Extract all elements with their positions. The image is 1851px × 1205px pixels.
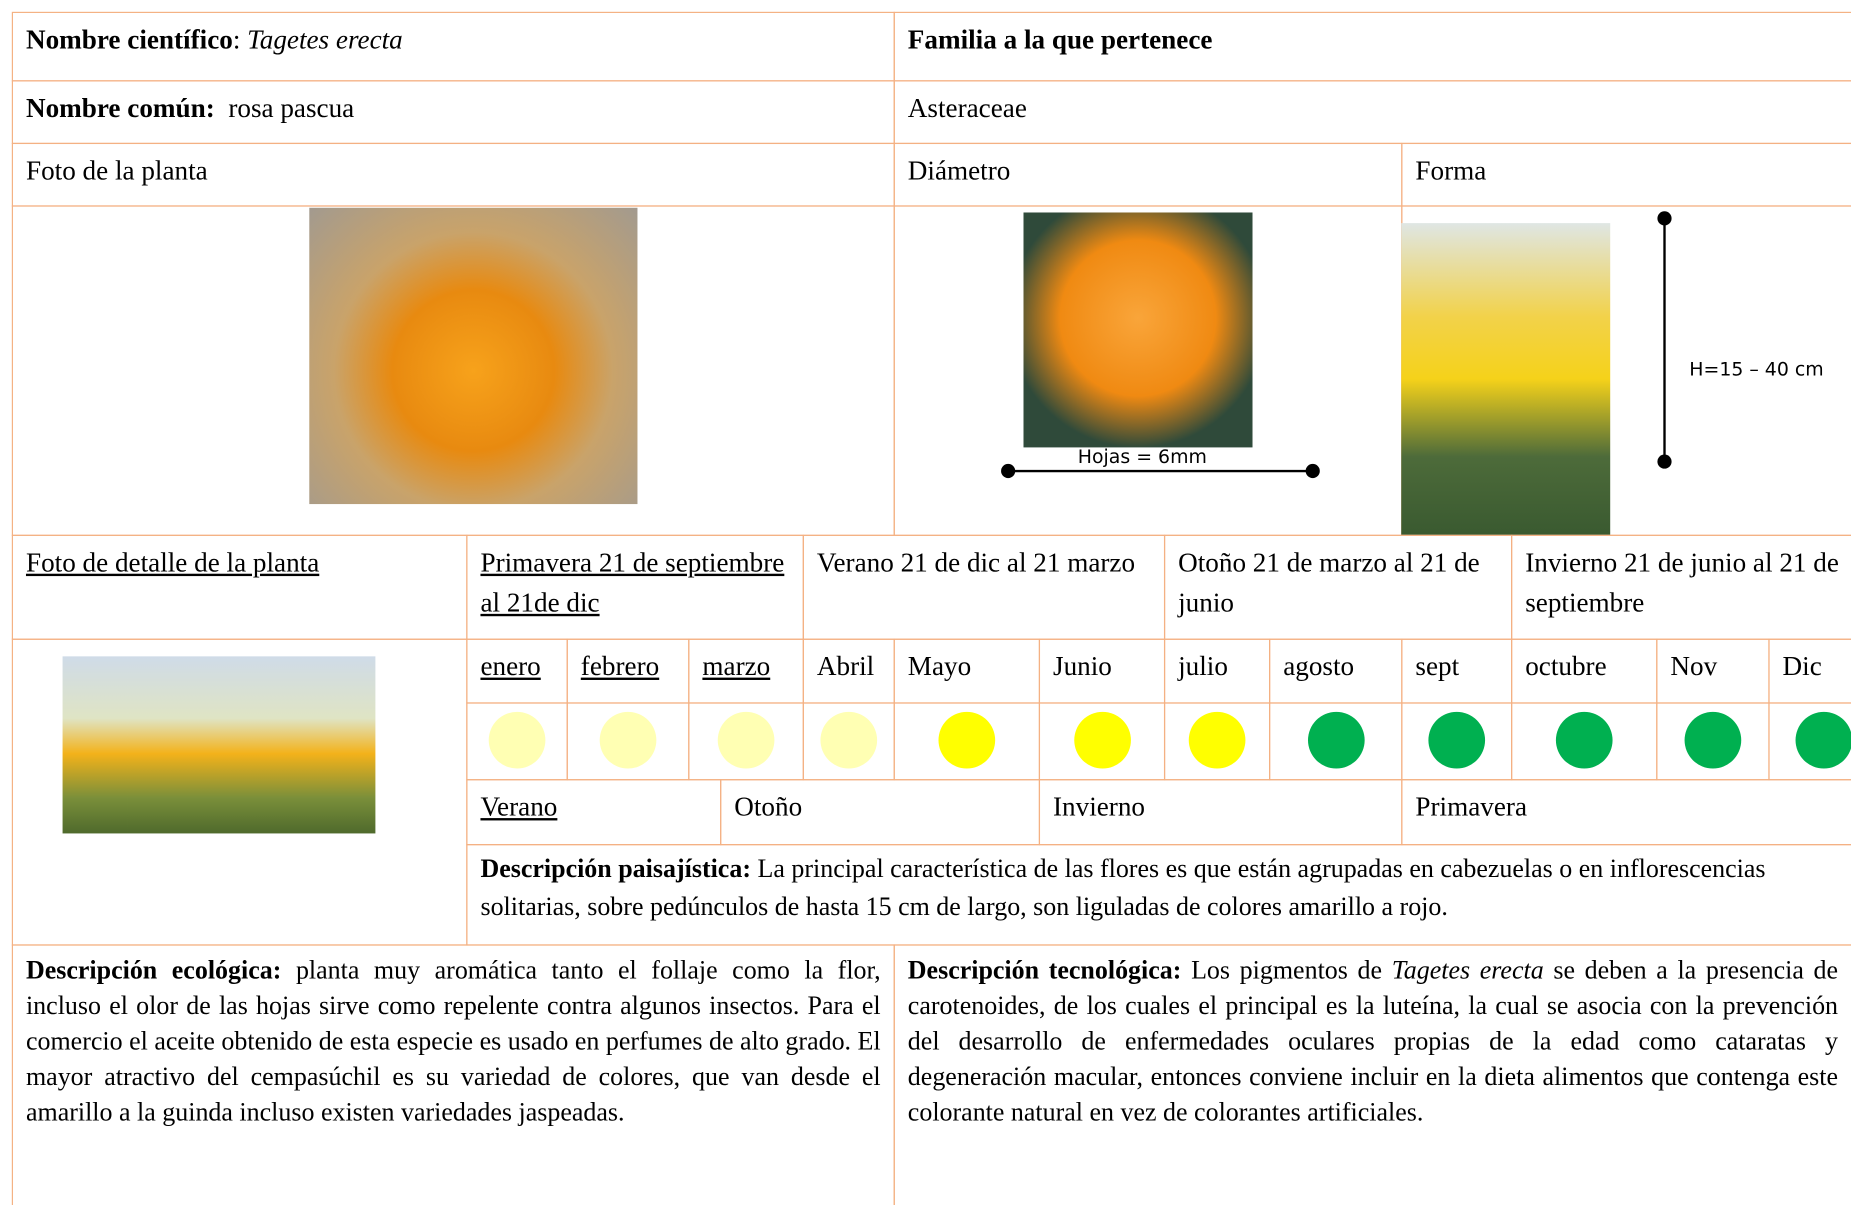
cell: Descripción paisajística: La principal c… (466, 844, 1851, 946)
month: Junio (1038, 638, 1166, 704)
status-dot (1555, 711, 1613, 769)
cell: Forma (1401, 142, 1851, 207)
label: Foto de la planta (25, 155, 208, 186)
flower-photo (1023, 212, 1253, 448)
value: Asteraceae (907, 93, 1027, 123)
status-dot (1073, 711, 1131, 769)
height-line (1657, 211, 1672, 469)
status-dot (717, 711, 775, 769)
label: Diámetro (907, 155, 1011, 186)
season: Otoño (720, 779, 1041, 846)
label: Descripción tecnológica: (907, 955, 1182, 985)
status-dot (1307, 711, 1365, 769)
plant-photo (309, 207, 638, 505)
cell: Asteraceae (893, 80, 1851, 145)
value: Tagetes erecta (247, 24, 403, 55)
label: Forma (1415, 155, 1487, 186)
cell: Primavera 21 de septiembre al 21de dic (466, 534, 804, 640)
status-dot (1428, 711, 1486, 769)
label: Descripción paisajística: (480, 853, 751, 884)
status-dot (599, 711, 657, 769)
month: Dic (1768, 638, 1851, 704)
text: planta muy aromática tanto el follaje co… (25, 955, 881, 1127)
status-dot (488, 711, 546, 769)
cell: Foto de detalle de la planta (11, 534, 468, 640)
text: se deben a la presencia de carotenoides,… (907, 955, 1839, 1127)
month: Nov (1656, 638, 1770, 704)
form-photo (1401, 223, 1611, 535)
cell: Descripción tecnológica: Los pigmentos d… (893, 944, 1851, 1205)
cell: Nombre científico: Tagetes erecta (11, 11, 895, 82)
month: octubre (1511, 638, 1658, 704)
month: Mayo (893, 638, 1041, 704)
month: febrero (566, 638, 690, 704)
season: Invierno (1038, 779, 1403, 846)
month: agosto (1269, 638, 1403, 704)
month: marzo (688, 638, 804, 704)
month: julio (1163, 638, 1271, 704)
cell: Otoño 21 de marzo al 21 de junio (1163, 534, 1513, 640)
value: rosa pascua (228, 93, 355, 123)
status-dot (938, 711, 996, 769)
cell: Descripción ecológica: planta muy aromát… (11, 944, 895, 1205)
month: sept (1401, 638, 1513, 704)
label: Familia a la que pertenece (907, 24, 1213, 55)
label: Descripción ecológica: (25, 955, 282, 985)
cell: Invierno 21 de junio al 21 de septiembre (1511, 534, 1851, 640)
month: enero (466, 638, 568, 704)
status-dot (1684, 711, 1742, 769)
sep: : (232, 24, 241, 55)
detail-photo (62, 656, 376, 834)
cell: Foto de la planta (11, 142, 895, 207)
month: Abril (802, 638, 895, 704)
text: Los pigmentos de (1181, 955, 1392, 985)
label: Nombre común: (25, 93, 215, 123)
cell: Verano 21 de dic al 21 marzo (802, 534, 1166, 640)
season: Verano (466, 779, 722, 846)
leaf-note: Hojas = 6mm (1077, 445, 1207, 468)
label: Nombre científico (25, 24, 233, 55)
height-note: H=15 – 40 cm (1689, 357, 1824, 381)
cell: Diámetro (893, 142, 1403, 207)
season: Primavera (1401, 779, 1851, 846)
cell: Nombre común: rosa pascua (11, 80, 895, 145)
status-dot (820, 711, 878, 769)
status-dot (1188, 711, 1246, 769)
cell: Familia a la que pertenece (893, 11, 1851, 82)
status-dot (1794, 711, 1851, 769)
leaf-line (1001, 463, 1320, 479)
species: Tagetes erecta (1391, 955, 1544, 985)
text: La principal característica de las flore… (480, 853, 1766, 921)
